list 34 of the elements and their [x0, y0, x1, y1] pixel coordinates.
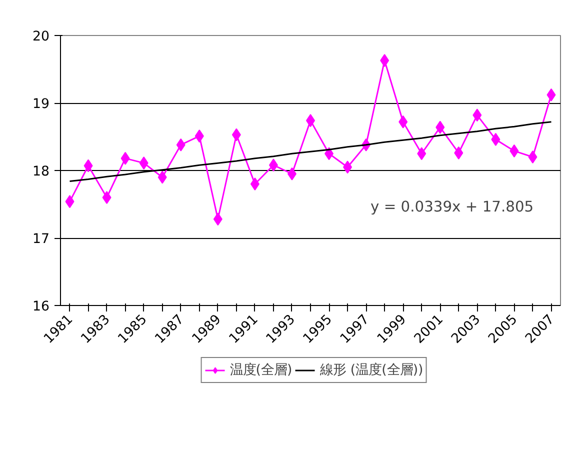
point — [120, 152, 130, 165]
legend-label: 線形 (温度(全層)) — [320, 362, 424, 379]
point — [436, 120, 445, 134]
annotation: y = 0.0339x + 17.805 — [370, 198, 534, 216]
point — [250, 178, 260, 190]
point — [380, 54, 390, 67]
point — [139, 156, 148, 170]
y-tick-label: 20 — [32, 30, 50, 44]
point — [213, 212, 222, 226]
line-series — [69, 121, 552, 182]
point — [65, 195, 74, 208]
point — [268, 158, 278, 172]
point — [287, 167, 296, 180]
y-tick-label: 17 — [32, 232, 50, 247]
point — [158, 170, 167, 184]
point — [194, 130, 204, 143]
legend-label: 温度(全層) — [230, 362, 292, 379]
point — [510, 144, 519, 158]
point — [454, 146, 464, 160]
point — [343, 160, 352, 174]
y-tick-label: 19 — [32, 97, 50, 112]
point — [102, 191, 112, 204]
point — [417, 147, 426, 160]
point — [528, 150, 538, 164]
point — [176, 138, 186, 152]
point — [324, 147, 334, 160]
point — [472, 108, 482, 122]
point — [398, 115, 408, 128]
point — [546, 88, 556, 102]
point — [84, 159, 93, 172]
y-tick-label: 18 — [32, 164, 50, 180]
point — [491, 132, 500, 146]
y-tick-label: 16 — [32, 300, 50, 314]
point — [232, 128, 241, 142]
